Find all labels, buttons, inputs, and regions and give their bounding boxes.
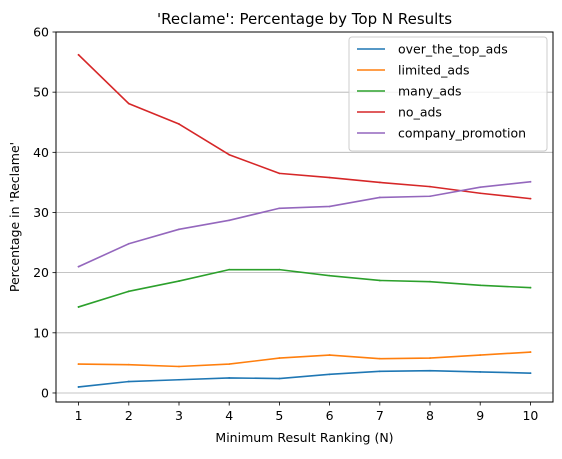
- data-point-company-promotion: [127, 242, 130, 245]
- data-point-no-ads: [328, 176, 331, 179]
- data-point-no-ads: [77, 53, 80, 56]
- data-point-no-ads: [378, 181, 381, 184]
- data-point-many-ads: [378, 279, 381, 282]
- data-point-limited-ads: [378, 357, 381, 360]
- data-point-over-the-top-ads: [429, 369, 431, 372]
- legend-label: limited_ads: [398, 63, 469, 78]
- data-point-many-ads: [529, 286, 532, 289]
- y-tick-label: 50: [33, 85, 49, 100]
- data-point-over-the-top-ads: [77, 386, 80, 388]
- series-lines: [77, 53, 532, 388]
- data-point-many-ads: [429, 280, 431, 283]
- data-point-over-the-top-ads: [178, 378, 180, 381]
- data-point-company-promotion: [77, 265, 80, 268]
- data-point-company-promotion: [178, 228, 180, 231]
- data-point-limited-ads: [228, 363, 231, 365]
- data-point-over-the-top-ads: [328, 373, 331, 376]
- data-point-limited-ads: [127, 363, 130, 366]
- data-point-no-ads: [228, 153, 231, 156]
- x-tick-label: 3: [175, 408, 183, 423]
- x-axis-label: Minimum Result Ranking (N): [215, 430, 393, 445]
- data-point-limited-ads: [429, 357, 431, 359]
- data-point-no-ads: [178, 123, 180, 125]
- y-tick-label: 10: [33, 325, 49, 340]
- legend-label: company_promotion: [398, 126, 526, 141]
- data-point-limited-ads: [328, 354, 331, 356]
- x-tick-label: 4: [225, 408, 233, 423]
- legend: over_the_top_ads limited_ads many_ads no_ad…: [348, 36, 548, 152]
- y-axis-label: Percentage in 'Reclame': [7, 142, 22, 292]
- legend-box: [348, 36, 548, 152]
- data-point-over-the-top-ads: [479, 371, 482, 373]
- data-point-over-the-top-ads: [378, 370, 381, 373]
- data-point-many-ads: [178, 280, 180, 282]
- x-tick-label: 1: [75, 408, 83, 423]
- data-point-no-ads: [127, 102, 130, 105]
- legend-items: over_the_top_ads limited_ads many_ads no_ad…: [357, 42, 526, 141]
- x-tick-label: 8: [426, 408, 434, 423]
- data-point-many-ads: [228, 268, 231, 271]
- data-point-limited-ads: [479, 354, 482, 356]
- y-tick-label: 40: [33, 145, 49, 160]
- legend-label: over_the_top_ads: [398, 42, 508, 57]
- data-point-over-the-top-ads: [278, 377, 281, 380]
- x-tick-label: 7: [376, 408, 384, 423]
- y-tick-label: 30: [33, 205, 49, 220]
- data-point-limited-ads: [529, 351, 532, 353]
- data-point-over-the-top-ads: [228, 377, 231, 379]
- data-point-over-the-top-ads: [529, 372, 532, 375]
- x-tick-label: 5: [275, 408, 283, 423]
- series-line-company-promotion: [77, 180, 532, 268]
- data-point-company-promotion: [479, 186, 482, 189]
- series-line-many-ads: [77, 268, 532, 308]
- y-tick-label: 60: [33, 25, 49, 40]
- legend-label: many_ads: [398, 84, 462, 99]
- data-point-many-ads: [77, 306, 80, 308]
- plot-frame: [55, 31, 554, 403]
- series-line-over-the-top-ads: [77, 369, 532, 388]
- data-point-company-promotion: [328, 205, 331, 208]
- data-point-many-ads: [127, 290, 130, 293]
- x-tick-label: 10: [522, 408, 538, 423]
- y-tick-label: 20: [33, 265, 49, 280]
- data-point-company-promotion: [228, 219, 231, 222]
- x-tick-label: 9: [476, 408, 484, 423]
- data-point-limited-ads: [178, 365, 180, 368]
- data-point-no-ads: [429, 185, 431, 188]
- data-point-company-promotion: [429, 195, 431, 198]
- legend-label: no_ads: [398, 105, 442, 120]
- data-point-company-promotion: [529, 180, 532, 183]
- data-point-no-ads: [479, 192, 482, 195]
- data-point-no-ads: [278, 172, 281, 175]
- data-point-over-the-top-ads: [127, 380, 130, 383]
- x-axis-ticks: 1 2 3 4 5 6 7 8 9 10: [75, 402, 538, 423]
- data-point-many-ads: [479, 284, 482, 287]
- series-line-no-ads: [77, 53, 532, 200]
- y-axis-ticks: 0 10 20 30 40 50 60: [33, 25, 56, 400]
- data-point-company-promotion: [278, 207, 281, 210]
- data-point-limited-ads: [77, 363, 80, 365]
- data-point-many-ads: [328, 274, 331, 277]
- series-line-limited-ads: [77, 351, 532, 368]
- x-tick-label: 6: [326, 408, 334, 423]
- chart-title: 'Reclame': Percentage by Top N Results: [157, 10, 452, 28]
- y-tick-label: 0: [41, 385, 49, 400]
- data-point-limited-ads: [278, 357, 281, 359]
- data-point-many-ads: [278, 268, 281, 271]
- data-point-company-promotion: [378, 196, 381, 199]
- data-point-no-ads: [529, 197, 532, 200]
- x-tick-label: 2: [125, 408, 133, 423]
